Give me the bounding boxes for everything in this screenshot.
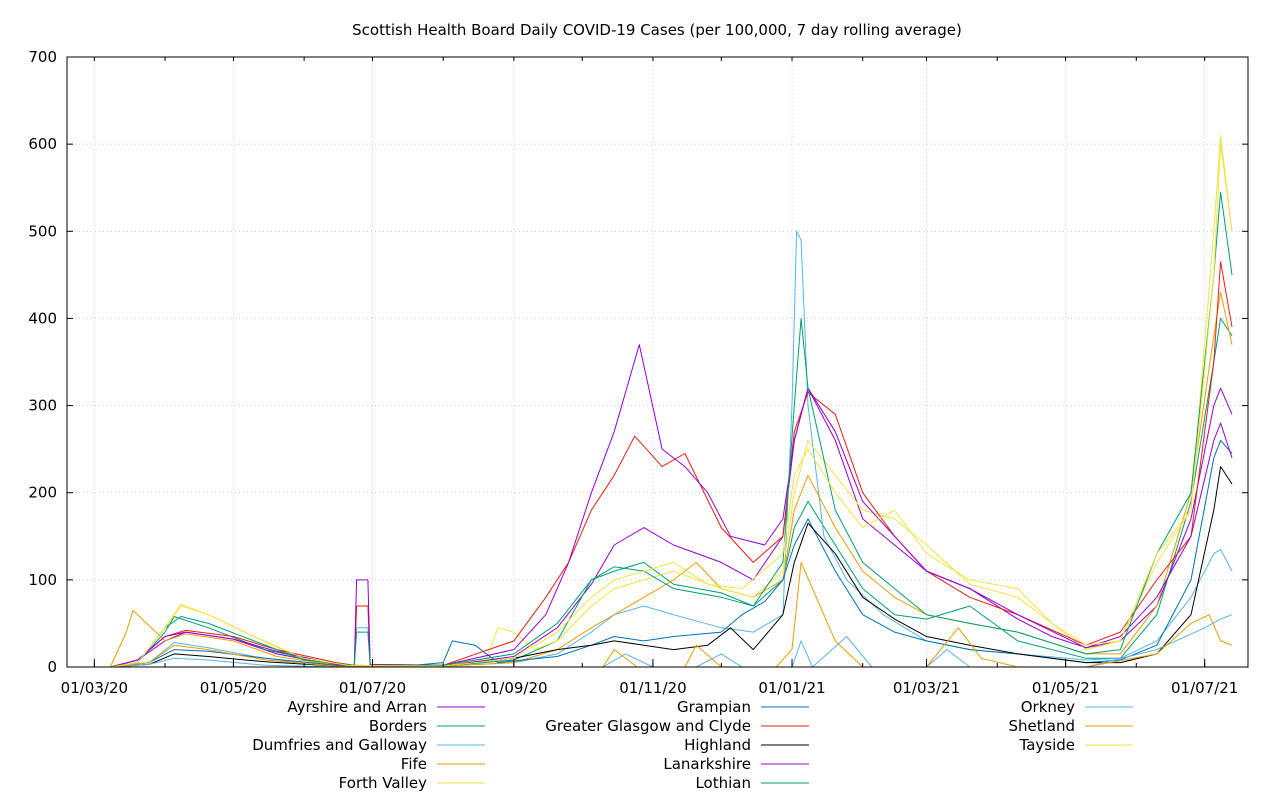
legend-label: Orkney [1021,698,1075,716]
legend-entry: Grampian [677,698,809,716]
legend-label: Dumfries and Galloway [252,736,427,754]
y-tick-label: 200 [28,484,57,502]
legend-label: Tayside [1019,736,1075,754]
series-line [110,387,1233,668]
legend-entry: Shetland [1008,717,1133,735]
series-line [110,143,1233,668]
legend-entry: Highland [684,736,809,754]
x-tick-label: 01/03/20 [61,679,128,697]
legend-label: Shetland [1008,717,1075,735]
y-tick-label: 700 [28,48,57,66]
legend-entry: Dumfries and Galloway [252,736,485,754]
legend-label: Lanarkshire [663,755,751,773]
legend-label: Borders [369,717,427,735]
legend-entry: Greater Glasgow and Clyde [545,717,809,735]
y-tick-label: 100 [28,571,57,589]
axes: 0 100 200 300 400 500 600 700 01/03/20 01/05/20 01… [28,48,1248,697]
x-tick-label: 01/07/21 [1171,679,1238,697]
x-tick-label: 01/09/20 [480,679,547,697]
series-layer [109,134,1233,668]
plot-frame [66,56,1249,668]
x-tick-label: 01/05/21 [1032,679,1099,697]
legend-entry: Ayrshire and Arran [287,698,485,716]
y-tick-label: 300 [28,397,57,415]
series-line [110,230,1233,668]
x-tick-label: 01/05/20 [200,679,267,697]
legend-entry: Orkney [1021,698,1133,716]
series-line [110,261,1233,668]
legend-entry: Lanarkshire [663,755,809,773]
y-tick-label: 400 [28,309,57,327]
y-tick-label: 600 [28,135,57,153]
legend-entry: Tayside [1019,736,1133,754]
grid [67,57,1248,667]
x-tick-label: 01/01/21 [758,679,825,697]
legend-label: Fife [401,755,427,773]
legend-entry: Fife [401,755,485,773]
series-line [110,344,1233,668]
series-line [110,561,1233,668]
y-tick-label: 0 [47,658,57,676]
legend-label: Highland [684,736,751,754]
series-line [110,191,1233,668]
legend-entry: Lothian [695,774,809,792]
x-tick-label: 01/11/20 [619,679,686,697]
legend-label: Grampian [677,698,751,716]
y-tick-label: 500 [28,222,57,240]
legend-label: Lothian [695,774,751,792]
x-tick-label: 01/03/21 [893,679,960,697]
legend-label: Ayrshire and Arran [287,698,427,716]
x-tick-label: 01/07/20 [339,679,406,697]
legend-label: Forth Valley [339,774,427,792]
legend-entry: Borders [369,717,485,735]
legend-label: Greater Glasgow and Clyde [545,717,751,735]
series-line [109,291,1233,668]
legend-entry: Forth Valley [339,774,485,792]
chart-title: Scottish Health Board Daily COVID-19 Cas… [352,21,962,39]
